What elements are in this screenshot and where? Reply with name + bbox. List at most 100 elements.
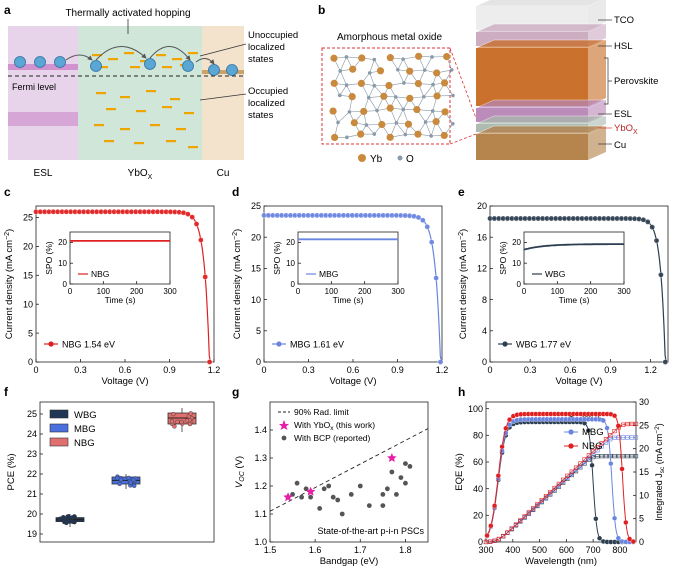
electron	[226, 64, 238, 76]
legend-star	[279, 420, 289, 430]
zoom-line-bottom	[449, 133, 477, 145]
bond	[368, 85, 375, 98]
eqe-point-NBG	[619, 466, 625, 472]
panel-d-jv-point	[424, 224, 431, 230]
legend-marker-NBG	[568, 443, 574, 449]
atom-network	[329, 52, 455, 142]
electron	[208, 64, 220, 76]
legend-marker-MBG	[568, 429, 574, 435]
panel-e-ytick-label: 16	[477, 232, 487, 242]
o-atom	[347, 110, 352, 114]
panel-d-jv-point	[437, 359, 444, 365]
yb-atom	[440, 79, 449, 87]
panel-c-legend-marker	[48, 341, 54, 347]
jsc-point-NBG	[565, 473, 570, 478]
yb-atom	[350, 119, 358, 127]
hop-arrow-2	[149, 46, 191, 61]
panel-letter-f: f	[4, 385, 9, 399]
yb-atom	[386, 54, 394, 62]
jsc-point-MBG	[586, 456, 591, 461]
panel-h-y2tick-label: 30	[639, 397, 649, 407]
panel-f-ylabel: PCE (%)	[6, 454, 17, 491]
reported-point	[394, 492, 399, 497]
panel-e-ytick-label: 8	[482, 295, 487, 305]
eqe-point-NBG	[630, 539, 636, 545]
o-atom	[344, 55, 349, 59]
panel-c-inset-ytick-label: 10	[58, 259, 67, 268]
panel-f-ytick-label: 21	[27, 489, 37, 499]
o-atom	[338, 69, 343, 73]
legend-label-NBG: NBG	[74, 438, 95, 449]
panel-h-xtick-label: 600	[559, 545, 574, 555]
reported-point	[384, 486, 390, 492]
panel-d-inset-xtick-label: 100	[325, 287, 339, 296]
panel-h-xtick-label: 700	[586, 545, 601, 555]
panel-e-inset-xtick-label: 200	[584, 287, 598, 296]
zoom-line-top	[449, 47, 477, 119]
panel-d-jv-point	[415, 214, 422, 221]
jsc-point-MBG	[595, 448, 600, 453]
box-point-MBG	[132, 483, 137, 488]
legend-o-dot	[397, 155, 403, 161]
cu-region	[202, 26, 244, 160]
ybox-label: YbOX	[128, 168, 153, 181]
yb-atom	[413, 105, 421, 114]
panel-c-jv-point	[189, 214, 195, 220]
amorphous-box	[321, 47, 451, 145]
panel-c-xtick-label: 0	[33, 365, 38, 375]
panel-e-inset-legend-label: WBG	[545, 269, 565, 279]
box-point-NBG	[184, 418, 190, 423]
reported-point	[389, 469, 395, 475]
o-atom	[336, 120, 340, 125]
box-point-WBG	[61, 514, 66, 520]
yb-atom	[433, 92, 441, 100]
label-ybox: YbOX	[614, 123, 638, 136]
o-atom	[394, 121, 399, 125]
eqe-point-MBG	[604, 425, 610, 431]
panel-e-inset-ylabel: SPO (%)	[498, 241, 508, 275]
panel-d-inset-frame	[297, 231, 399, 285]
panel-b: b Amorphous metal oxide Yb O TCO HSL Per…	[318, 0, 658, 165]
panel-f-ytick-label: 24	[27, 429, 37, 439]
jsc-point-NBG	[573, 465, 579, 470]
yb-atom	[443, 53, 451, 61]
hopping-label: Thermally activated hopping	[65, 8, 190, 19]
jsc-point-NBG	[552, 485, 557, 491]
panel-f-ytick-label: 19	[27, 529, 37, 539]
amorphous-title: Amorphous metal oxide	[337, 32, 442, 43]
jsc-point-NBG	[578, 461, 583, 466]
panel-d-inset-ylabel: SPO (%)	[272, 241, 282, 275]
bond	[339, 84, 347, 96]
unoccupied-state	[130, 66, 140, 69]
panel-e-spo-curve	[523, 243, 624, 251]
panel-c: c 0 0.3 0.6 0.9 1.2 0 5 10 15 20 25 NBG 1.54 eV Volt…	[4, 185, 220, 387]
occupied-state	[188, 146, 198, 149]
jsc-point-MBG	[578, 463, 583, 469]
bond	[397, 58, 404, 70]
jsc-point-NBG	[513, 522, 519, 527]
jsc-point-NBG	[612, 428, 617, 434]
panel-d-ytick-label: 15	[251, 264, 261, 274]
jsc-point-MBG	[591, 452, 596, 457]
eqe-point-NBG	[492, 503, 498, 509]
yb-atom	[378, 120, 386, 129]
box-point-WBG	[70, 515, 75, 520]
o-atom	[422, 94, 426, 99]
panel-h-y2tick-label: 25	[639, 420, 649, 430]
occupied-state	[136, 110, 146, 113]
panel-d-xtick-label: 0.6	[347, 365, 360, 375]
reported-point	[339, 511, 345, 517]
jsc-point-NBG	[535, 502, 540, 507]
o-atom	[401, 57, 405, 61]
yb-atom	[433, 69, 441, 77]
jsc-point-NBG	[599, 441, 604, 446]
reported-point	[326, 483, 332, 489]
eqe-point-MBG	[615, 535, 621, 541]
panel-c-ytick-label: 0	[28, 357, 33, 367]
yb-atom	[348, 93, 356, 101]
o-atom	[345, 135, 349, 140]
panel-d-inset-legend-label: MBG	[319, 269, 338, 279]
panel-a: a Fermi level Thermally activated hoppin…	[4, 3, 298, 181]
panel-g-ylabel: VOC (V)	[234, 456, 246, 488]
o-atom	[372, 83, 377, 88]
